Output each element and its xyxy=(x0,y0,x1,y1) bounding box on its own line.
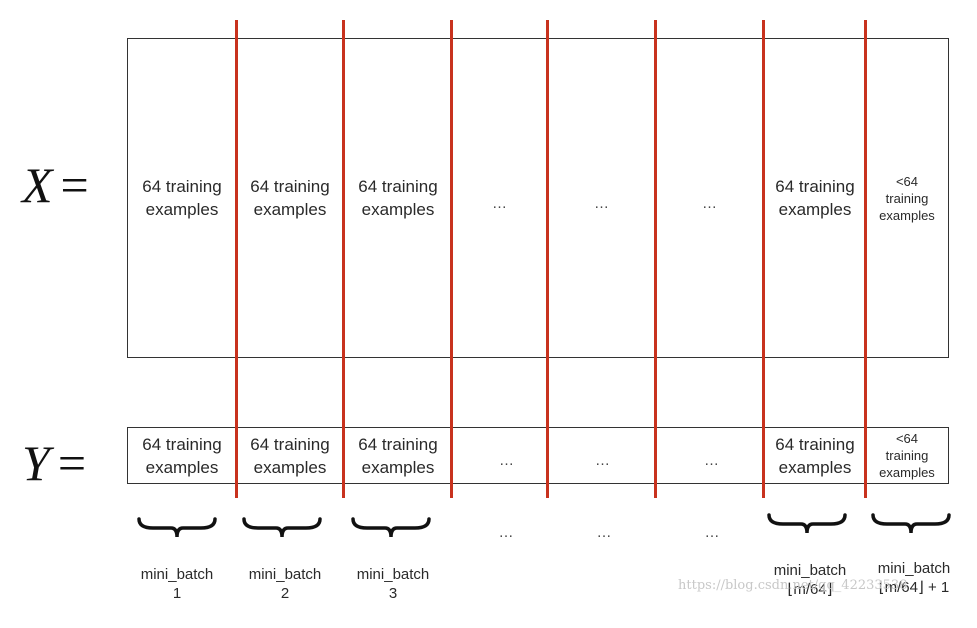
y-cell-8-text: <64 training examples xyxy=(879,431,935,480)
mini-batch-8-index: ⌊m/64⌋ + 1 xyxy=(878,579,950,596)
mini-batch-ellipsis-4: … xyxy=(498,524,514,541)
mini-batch-separator-5 xyxy=(654,20,657,498)
mini-batch-3-index: 3 xyxy=(388,585,398,602)
y-cell-6: … xyxy=(656,428,768,493)
x-cell-4: … xyxy=(452,38,548,368)
y-cell-2-text: 64 training examples xyxy=(250,434,330,477)
mini-batch-label-2: mini_batch 2 xyxy=(235,565,335,603)
y-matrix-label: Y = xyxy=(22,438,86,488)
mini-batch-ellipsis-5: … xyxy=(596,524,612,541)
y-cell-3-text: 64 training examples xyxy=(358,434,438,477)
mini-batch-separator-6 xyxy=(762,20,765,498)
x-letter: X xyxy=(22,157,53,213)
y-cell-5-ellipsis: … xyxy=(595,452,611,469)
mini-batch-2-index: 2 xyxy=(280,585,290,602)
x-cell-3: 64 training examples xyxy=(344,38,452,358)
y-cell-1: 64 training examples xyxy=(128,428,236,483)
y-letter: Y xyxy=(22,435,50,491)
x-cell-6: … xyxy=(656,38,764,368)
underbrace-2 xyxy=(242,517,322,538)
y-matrix-box xyxy=(127,427,949,484)
y-cell-1-text: 64 training examples xyxy=(142,434,222,477)
y-cell-3: 64 training examples xyxy=(344,428,452,483)
mini-batch-1-index: 1 xyxy=(172,585,182,602)
mini-batch-separator-4 xyxy=(546,20,549,498)
mini-batch-separator-7 xyxy=(864,20,867,498)
y-cell-5: … xyxy=(548,428,658,493)
mini-batch-7-name: mini_batch xyxy=(773,562,847,579)
y-cell-2: 64 training examples xyxy=(236,428,344,483)
x-cell-8: <64 training examples xyxy=(866,38,948,358)
x-cell-1: 64 training examples xyxy=(128,38,236,358)
x-matrix-box xyxy=(127,38,949,358)
x-cell-7-text: 64 training examples xyxy=(775,177,855,219)
mini-batch-separator-3 xyxy=(450,20,453,498)
mini-batch-ellipsis-6: … xyxy=(704,524,720,541)
underbrace-3 xyxy=(351,517,431,538)
watermark-text: https://blog.csdn.net/qq_42233538 xyxy=(678,578,908,593)
x-cell-2: 64 training examples xyxy=(236,38,344,358)
y-cell-4: … xyxy=(452,428,562,493)
x-matrix-label: X = xyxy=(22,160,89,210)
x-cell-2-text: 64 training examples xyxy=(250,177,330,219)
y-cell-7-text: 64 training examples xyxy=(775,434,855,477)
mini-batch-8-name: mini_batch xyxy=(877,560,951,577)
underbrace-1 xyxy=(137,517,217,538)
mini-batch-label-8: mini_batch ⌊m/64⌋ + 1 xyxy=(864,559,964,597)
x-cell-5-ellipsis: … xyxy=(594,194,610,212)
mini-batch-7-index: ⌊m/64⌋ xyxy=(787,581,833,598)
mini-batch-label-3: mini_batch 3 xyxy=(343,565,443,603)
y-cell-6-ellipsis: … xyxy=(704,452,720,469)
x-cell-7: 64 training examples xyxy=(764,38,866,358)
x-cell-8-text: <64 training examples xyxy=(879,173,935,223)
y-cell-8: <64 training examples xyxy=(866,428,948,483)
mini-batch-3-name: mini_batch xyxy=(356,566,430,583)
underbrace-7 xyxy=(767,513,847,534)
mini-batch-2-name: mini_batch xyxy=(248,566,322,583)
mini-batch-1-name: mini_batch xyxy=(140,566,214,583)
underbrace-8 xyxy=(871,513,951,534)
x-cell-6-ellipsis: … xyxy=(702,194,718,212)
mini-batch-separator-2 xyxy=(342,20,345,498)
x-cell-4-ellipsis: … xyxy=(492,194,508,212)
mini-batch-label-1: mini_batch 1 xyxy=(127,565,227,603)
x-cell-5: … xyxy=(548,38,656,368)
mini-batch-separator-1 xyxy=(235,20,238,498)
mini-batch-label-7: mini_batch ⌊m/64⌋ xyxy=(760,561,860,599)
y-cell-4-ellipsis: … xyxy=(499,452,515,469)
x-cell-1-text: 64 training examples xyxy=(142,177,222,219)
x-cell-3-text: 64 training examples xyxy=(358,177,438,219)
y-cell-7: 64 training examples xyxy=(764,428,866,483)
x-equals-sign: = xyxy=(60,157,89,213)
y-equals-sign: = xyxy=(57,435,87,491)
